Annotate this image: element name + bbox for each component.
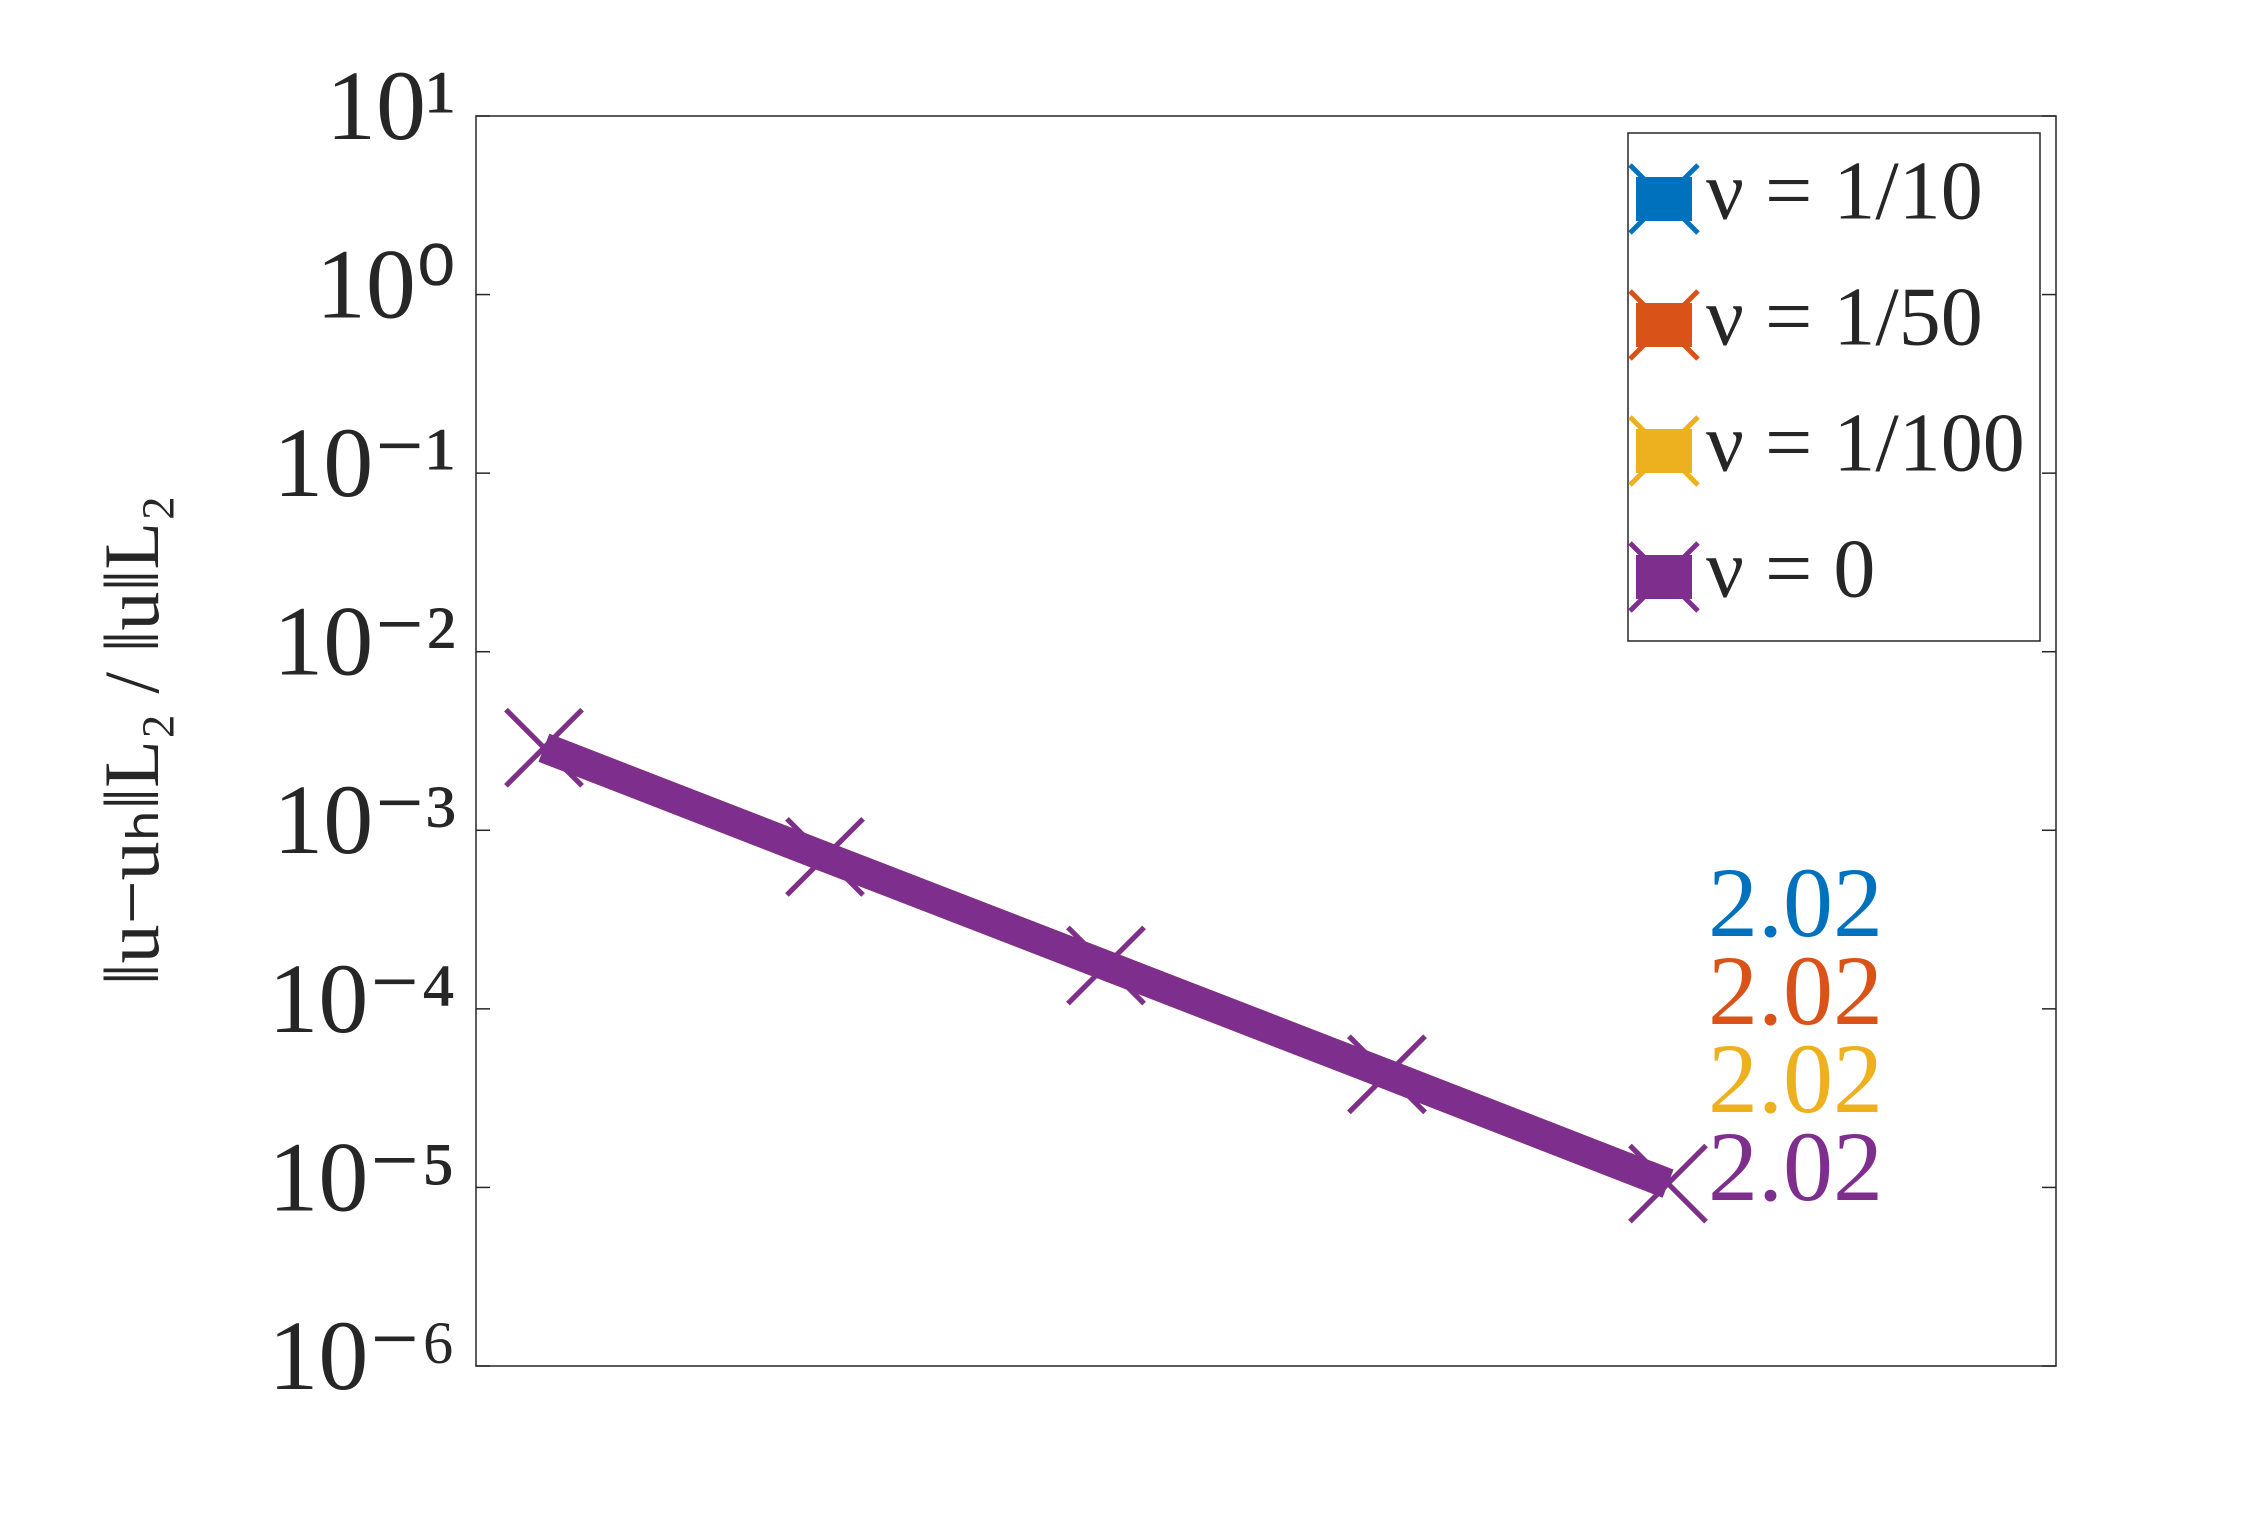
legend-marker — [1628, 415, 1700, 487]
legend-label: ν = 1/100 — [1706, 396, 2025, 489]
rate-label: 2.02 — [1708, 1023, 1883, 1134]
rate-label: 2.02 — [1708, 847, 1883, 958]
point-marker — [785, 817, 865, 897]
point-marker — [1628, 1143, 1708, 1224]
legend-label: ν = 1/50 — [1706, 270, 1983, 363]
legend-label: ν = 0 — [1706, 522, 1875, 615]
legend-marker — [1628, 163, 1700, 235]
point-marker — [1066, 925, 1146, 1006]
y-tick-label: 10⁻⁴ — [268, 943, 456, 1054]
legend-marker — [1628, 289, 1700, 361]
y-tick-label: 10⁻³ — [273, 764, 456, 875]
point-marker — [504, 707, 584, 788]
legend-label: ν = 1/10 — [1706, 144, 1983, 237]
y-tick-label: 10⁻⁵ — [268, 1121, 456, 1232]
y-tick-label: 10⁻² — [273, 586, 456, 697]
point-marker — [1347, 1034, 1427, 1115]
y-tick-label: 10⁻¹ — [273, 407, 456, 518]
legend-marker — [1628, 541, 1700, 613]
rate-label: 2.02 — [1708, 935, 1883, 1046]
y-tick-label: 10⁻⁶ — [268, 1300, 456, 1411]
plot-frame — [475, 115, 2057, 1367]
legend-box — [1627, 132, 2041, 642]
rate-label: 2.02 — [1708, 1111, 1883, 1222]
y-axis-label: ‖u−uₕ‖L₂ / ‖u‖L₂ — [88, 495, 175, 985]
y-tick-label: 10¹ — [326, 50, 456, 161]
y-tick-label: 10⁰ — [316, 229, 456, 340]
